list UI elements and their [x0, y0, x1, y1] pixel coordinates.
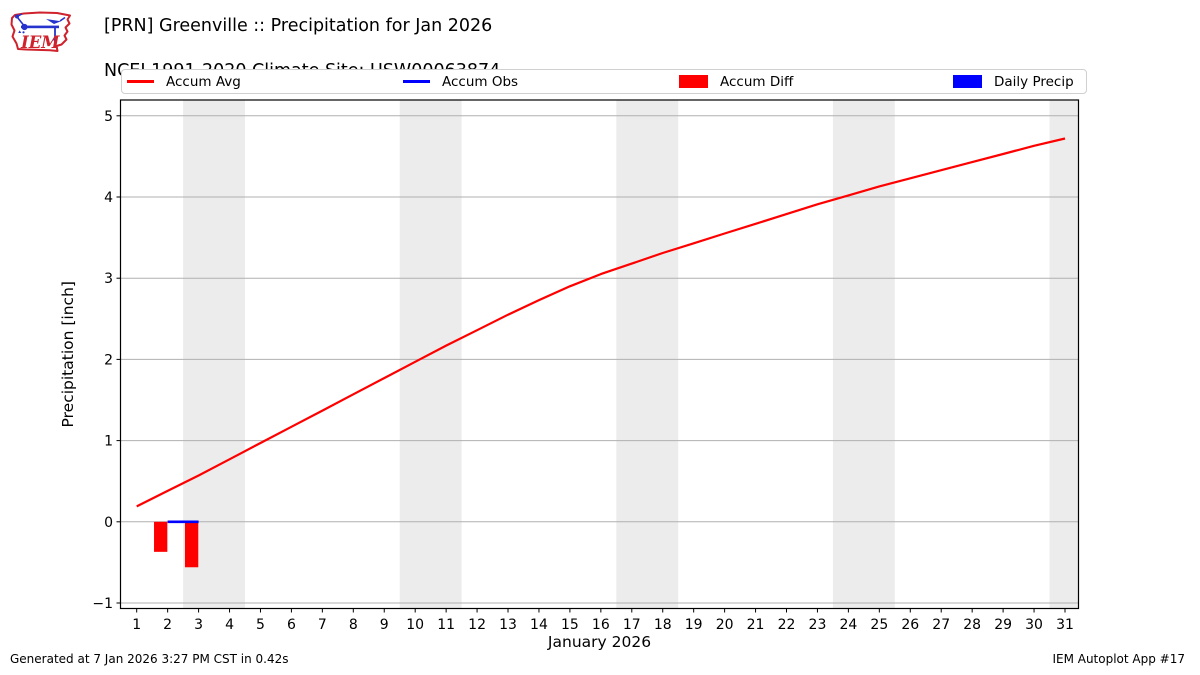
x-tick-label: 6	[287, 617, 296, 633]
x-tick-label: 10	[406, 617, 424, 633]
legend-label: Accum Obs	[442, 73, 519, 90]
x-tick-label: 5	[256, 617, 265, 633]
plot-border	[119, 99, 1080, 610]
weekend-band	[1049, 100, 1079, 609]
bar-swatch-0000ff	[953, 75, 982, 88]
x-axis-label: January 2026	[547, 633, 651, 651]
weekend-band	[616, 100, 679, 609]
y-tick-label: 3	[104, 271, 113, 287]
footer-generated-at: Generated at 7 Jan 2026 3:27 PM CST in 0…	[10, 652, 289, 666]
logo-text: IEM	[20, 33, 60, 52]
x-tick-label: 25	[870, 617, 888, 633]
line-swatch-ff0000	[127, 80, 154, 83]
x-tick-label: 16	[592, 617, 610, 633]
accum-diff-bar	[154, 521, 168, 552]
iem-logo: IEM	[10, 11, 71, 52]
x-tick-label: 14	[530, 617, 548, 633]
x-tick-label: 9	[380, 617, 389, 633]
x-tick-label: 15	[561, 617, 579, 633]
x-tick-label: 3	[194, 617, 203, 633]
legend-item-accum-obs: Accum Obs	[403, 70, 518, 93]
x-tick-label: 30	[1025, 617, 1043, 633]
x-tick-label: 11	[437, 617, 455, 633]
x-tick-label: 20	[716, 617, 734, 633]
legend-label: Daily Precip	[994, 73, 1074, 90]
line-swatch-0000ff	[403, 80, 430, 83]
x-tick-label: 4	[225, 617, 234, 633]
x-tick-label: 26	[901, 617, 919, 633]
x-tick-label: 29	[994, 617, 1012, 633]
x-tick-label: 18	[654, 617, 672, 633]
x-tick-label: 23	[809, 617, 827, 633]
x-tick-label: 8	[349, 617, 358, 633]
x-tick-label: 19	[685, 617, 703, 633]
x-tick-label: 24	[839, 617, 857, 633]
chart-legend: Accum Avg Accum Obs Accum Diff Daily Precip	[121, 69, 1087, 94]
legend-item-accum-diff: Accum Diff	[679, 70, 793, 93]
bar-swatch-ff0000	[679, 75, 708, 88]
x-tick-label: 2	[163, 617, 172, 633]
x-tick-label: 1	[132, 617, 141, 633]
y-tick-label: 0	[104, 515, 113, 531]
legend-label: Accum Avg	[166, 73, 241, 90]
y-tick-label: 4	[104, 190, 113, 206]
y-tick-label: 5	[104, 109, 113, 125]
x-tick-label: 7	[318, 617, 327, 633]
x-tick-label: 12	[468, 617, 486, 633]
legend-label: Accum Diff	[720, 73, 794, 90]
x-tick-label: 31	[1056, 617, 1074, 633]
x-tick-label: 21	[747, 617, 765, 633]
x-tick-label: 22	[778, 617, 796, 633]
weekend-band	[832, 100, 895, 609]
legend-item-accum-avg: Accum Avg	[127, 70, 241, 93]
weather-station-icon	[15, 13, 66, 43]
legend-item-daily-precip: Daily Precip	[953, 70, 1074, 93]
y-tick-label: 1	[104, 434, 113, 450]
chart-title: [PRN] Greenville :: Precipitation for Ja…	[104, 16, 493, 36]
x-tick-label: 28	[963, 617, 981, 633]
x-tick-label: 17	[623, 617, 641, 633]
y-tick-label: −1	[92, 596, 113, 612]
y-axis-label: Precipitation [inch]	[59, 281, 77, 427]
x-tick-label: 27	[932, 617, 950, 633]
accum-diff-bar	[184, 521, 199, 568]
x-tick-label: 13	[499, 617, 517, 633]
footer-app-id: IEM Autoplot App #17	[1052, 652, 1185, 666]
accum-avg-line	[136, 137, 1066, 508]
y-tick-label: 2	[104, 352, 113, 368]
